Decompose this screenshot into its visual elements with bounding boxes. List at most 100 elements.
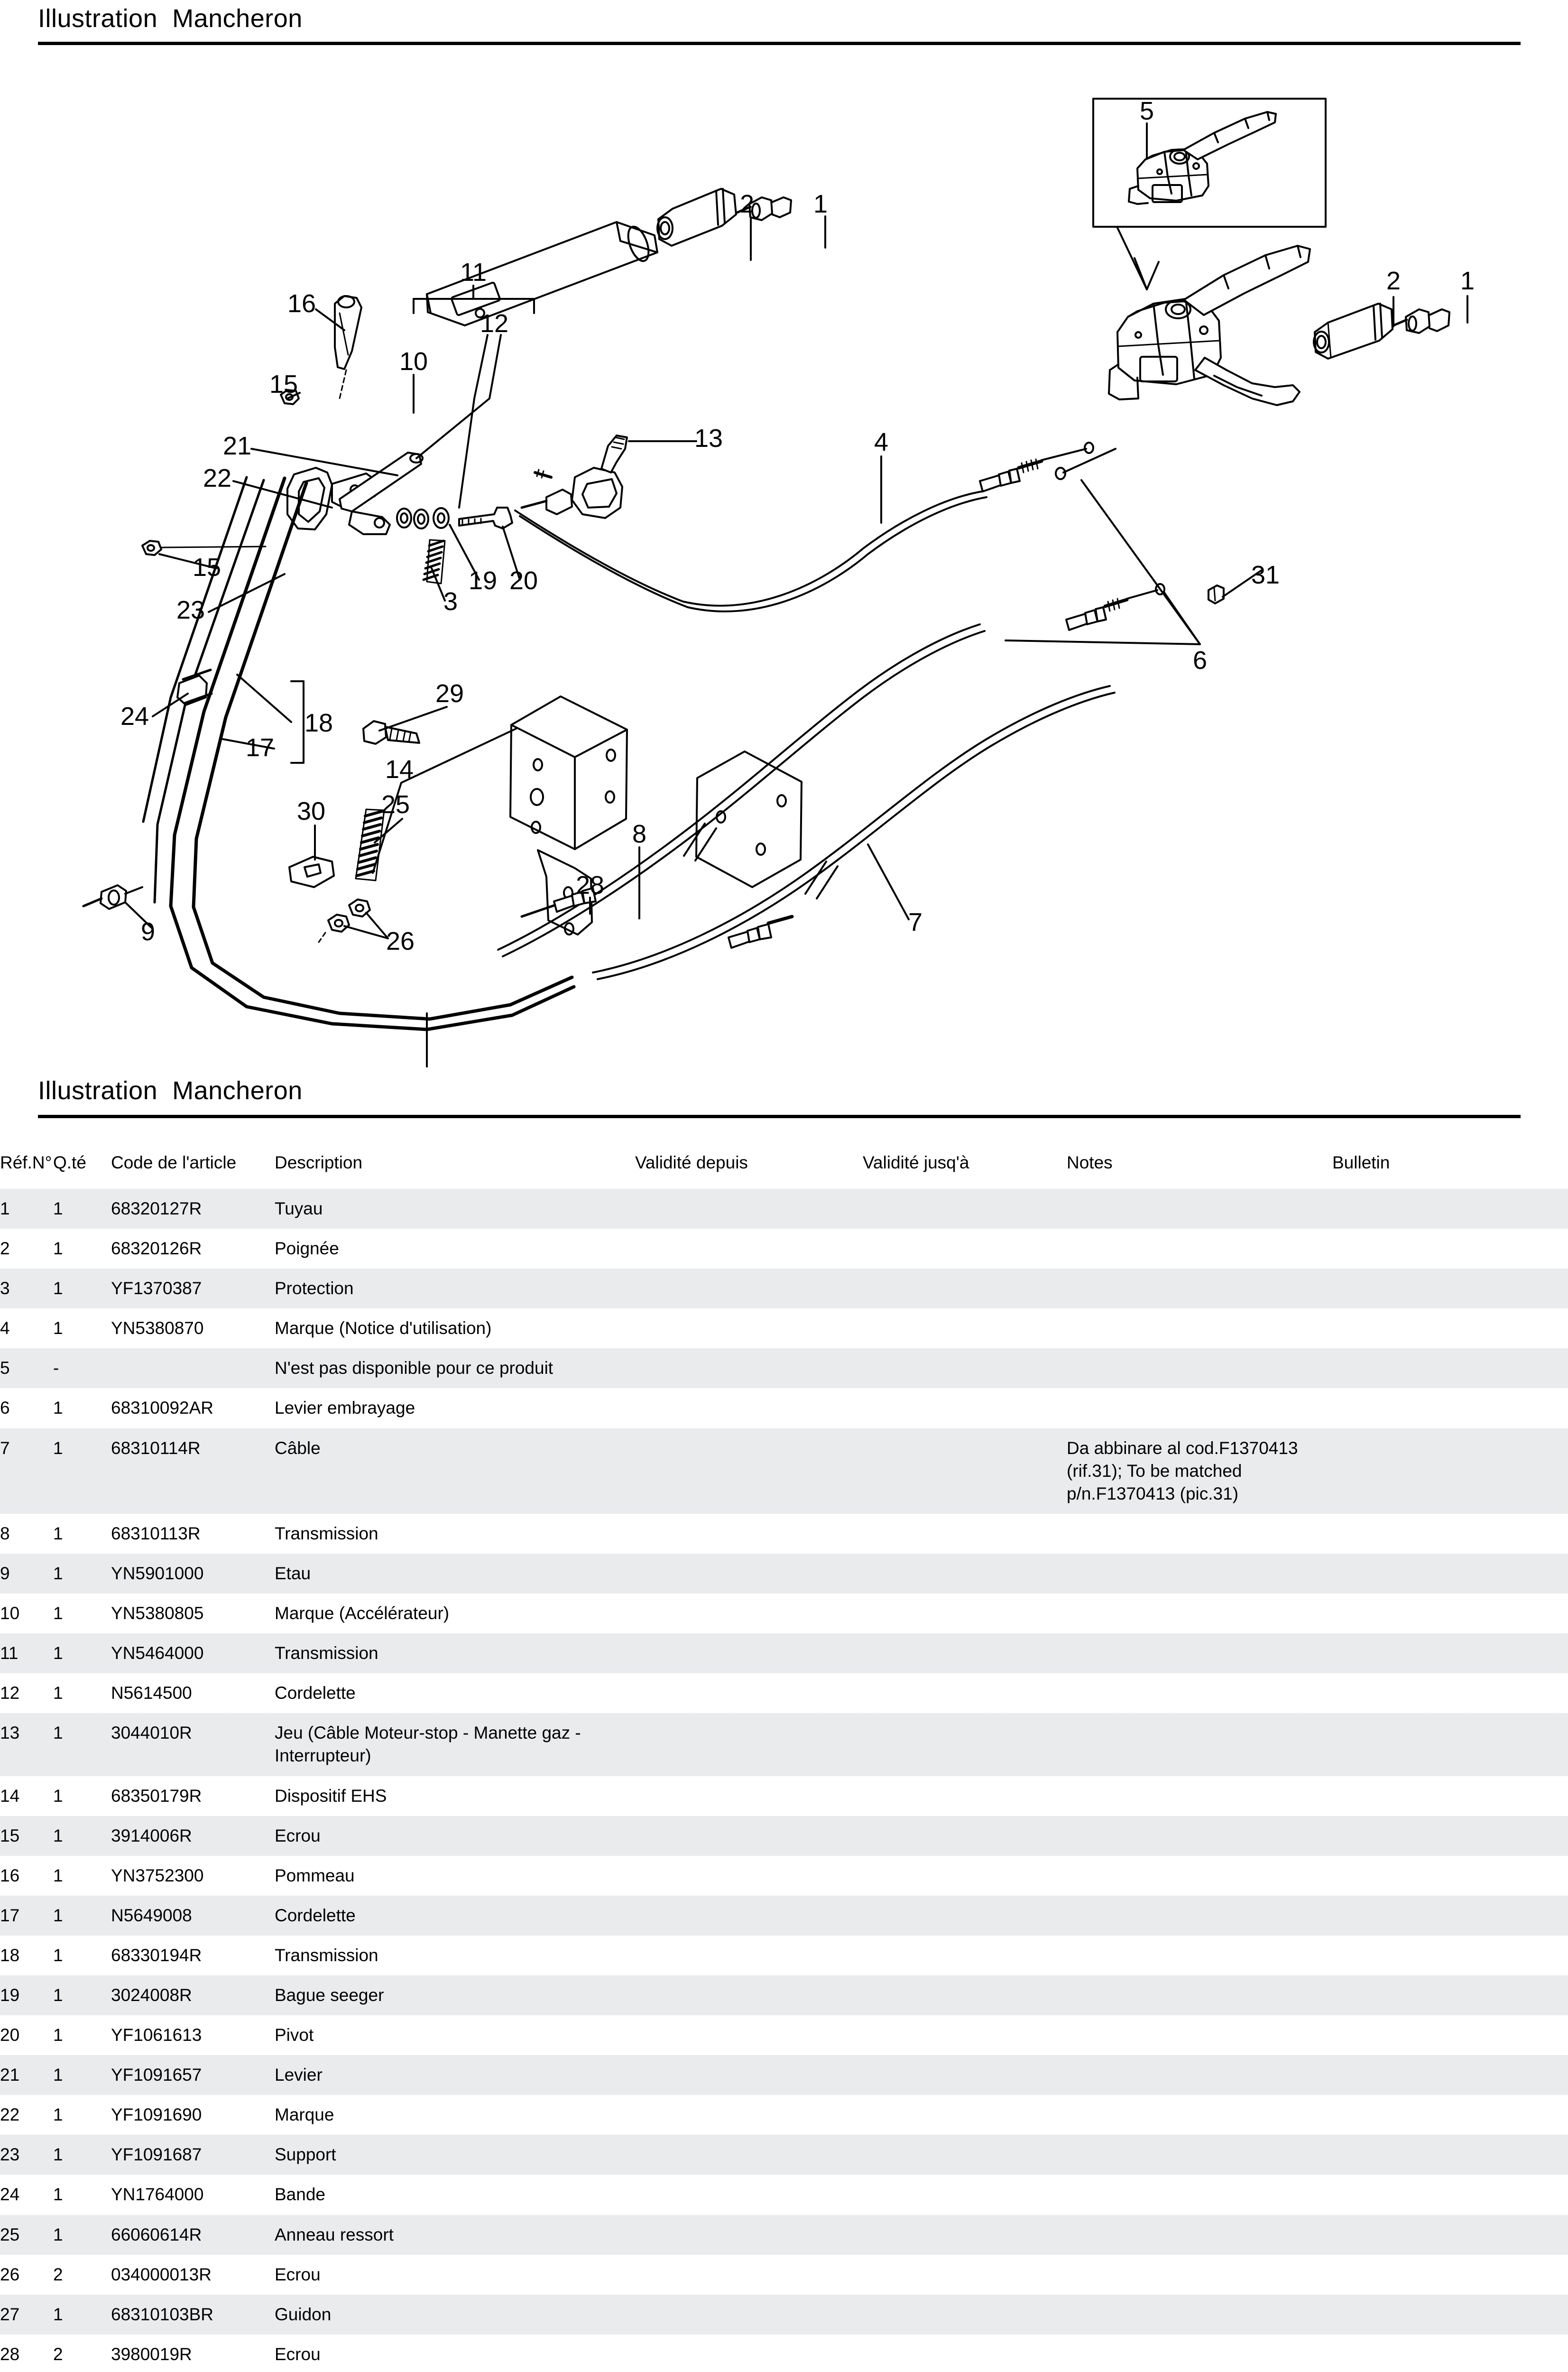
- cell-validity-from: [635, 2095, 863, 2135]
- cable-adjuster-a: [979, 442, 1094, 492]
- cell-bulletin: [1332, 1513, 1568, 1554]
- col-header-validity-to: Validité jusq'à: [863, 1153, 969, 1172]
- cell-validity-to: [863, 1308, 1067, 1349]
- cell-validity-to: [863, 1855, 1067, 1896]
- cell-description: Câble: [275, 1428, 635, 1514]
- cell-ref: 22: [0, 2095, 53, 2135]
- callout-23: 23: [176, 596, 205, 624]
- cell-validity-from: [635, 1633, 863, 1674]
- cell-notes: [1067, 2135, 1332, 2175]
- stop-part-31: [1208, 584, 1225, 604]
- table-row[interactable]: 25 1 66060614R Anneau ressort: [0, 2214, 1568, 2255]
- cell-notes: [1067, 1594, 1332, 1634]
- lever-clamp-assembly: [286, 452, 513, 584]
- callout-8: 8: [632, 820, 646, 848]
- table-row[interactable]: 11 1 YN5464000 Transmission: [0, 1633, 1568, 1674]
- table-row[interactable]: 26 2 034000013R Ecrou: [0, 2254, 1568, 2295]
- cell-description: Pivot: [275, 2015, 635, 2056]
- cell-description: Pommeau: [275, 1855, 635, 1896]
- cell-validity-from: [635, 1388, 863, 1428]
- cell-validity-to: [863, 2055, 1067, 2095]
- callout-12: 12: [480, 309, 508, 338]
- cell-description: Jeu (Câble Moteur-stop - Manette gaz - I…: [275, 1713, 635, 1776]
- table-row[interactable]: 8 1 68310113R Transmission: [0, 1513, 1568, 1554]
- table-row[interactable]: 5- N'est pas disponible pour ce produit: [0, 1348, 1568, 1389]
- cell-validity-to: [863, 2135, 1067, 2175]
- callout-18: 18: [304, 709, 333, 737]
- cell-quantity: 1: [53, 1269, 111, 1309]
- table-row[interactable]: 6 1 68310092AR Levier embrayage: [0, 1388, 1568, 1428]
- table-row[interactable]: 19 1 3024008R Bague seeger: [0, 1975, 1568, 2016]
- illustration-svg: 1 2 1 2 5 16 15 10 11 12 13 21 22 15 23 …: [82, 97, 1475, 1067]
- table-row[interactable]: 20 1 YF1061613 Pivot: [0, 2015, 1568, 2056]
- cell-bulletin: [1332, 1594, 1568, 1634]
- cell-bulletin: [1332, 2214, 1568, 2255]
- cell-description: Levier: [275, 2055, 635, 2095]
- table-row[interactable]: 4 1 YN5380870 Marque (Notice d'utilisation): [0, 1308, 1568, 1349]
- table-row[interactable]: 3 1 YF1370387 Protection: [0, 1269, 1568, 1309]
- table-row[interactable]: 21 1 YF1091657 Levier: [0, 2055, 1568, 2095]
- cell-quantity: 1: [53, 1816, 111, 1856]
- cell-quantity: 1: [53, 1229, 111, 1269]
- cell-ref: 15: [0, 1816, 53, 1856]
- cell-ref: 12: [0, 1673, 53, 1714]
- cell-notes: [1067, 1269, 1332, 1309]
- cell-article-code: YN5380805: [111, 1594, 275, 1634]
- table-row[interactable]: 23 1 YF1091687 Support: [0, 2135, 1568, 2175]
- cable-routing: [497, 442, 1165, 980]
- parts-table-body: 1 1 68320127R Tuyau 2 1 68320126R Poignée 3 1 YF13…: [0, 1189, 1568, 2372]
- cell-article-code: 66060614R: [111, 2214, 275, 2255]
- cell-validity-to: [863, 1229, 1067, 1269]
- cell-description: Poignée: [275, 1229, 635, 1269]
- table-row[interactable]: 9 1 YN5901000 Etau: [0, 1553, 1568, 1594]
- cell-notes: [1067, 1855, 1332, 1896]
- cell-notes: [1067, 2214, 1332, 2255]
- callout-26: 26: [386, 927, 415, 955]
- table-row[interactable]: 28 2 3980019R Ecrou: [0, 2334, 1568, 2372]
- cell-quantity: 1: [53, 1594, 111, 1634]
- cell-notes: [1067, 1388, 1332, 1428]
- cell-ref: 13: [0, 1713, 53, 1776]
- cell-quantity: 1: [53, 2015, 111, 2056]
- table-row[interactable]: 15 1 3914006R Ecrou: [0, 1816, 1568, 1856]
- callout-9: 9: [141, 917, 155, 946]
- cell-bulletin: [1332, 1388, 1568, 1428]
- table-row[interactable]: 12 1 N5614500 Cordelette: [0, 1673, 1568, 1714]
- cell-quantity: 1: [53, 1189, 111, 1229]
- cell-notes: [1067, 1713, 1332, 1776]
- table-row[interactable]: 18 1 68330194R Transmission: [0, 1935, 1568, 1975]
- table-row[interactable]: 22 1 YF1091690 Marque: [0, 2095, 1568, 2135]
- table-row[interactable]: 27 1 68310103BR Guidon: [0, 2294, 1568, 2335]
- cell-bulletin: [1332, 1269, 1568, 1309]
- cell-ref: 1: [0, 1189, 53, 1229]
- page-title-bottom: Illustration Mancheron: [38, 1076, 303, 1105]
- cell-ref: 9: [0, 1553, 53, 1594]
- cell-notes: [1067, 2095, 1332, 2135]
- table-row[interactable]: 10 1 YN5380805 Marque (Accélérateur): [0, 1594, 1568, 1634]
- table-row[interactable]: 13 1 3044010R Jeu (Câble Moteur-stop - Mane…: [0, 1713, 1568, 1776]
- cell-validity-from: [635, 2294, 863, 2335]
- table-row[interactable]: 7 1 68310114R Câble Da abbinare al cod.F1370…: [0, 1428, 1568, 1514]
- callout-13: 13: [694, 424, 723, 453]
- title-rule-bottom: [38, 1115, 1521, 1118]
- cell-notes: [1067, 1308, 1332, 1349]
- cell-ref: 2: [0, 1229, 53, 1269]
- table-row[interactable]: 14 1 68350179R Dispositif EHS: [0, 1776, 1568, 1816]
- cable-adjuster-d: [520, 887, 597, 918]
- table-row[interactable]: 24 1 YN1764000 Bande: [0, 2175, 1568, 2215]
- cell-article-code: 68320127R: [111, 1189, 275, 1229]
- cell-article-code: 68310103BR: [111, 2294, 275, 2335]
- table-row[interactable]: 17 1 N5649008 Cordelette: [0, 1895, 1568, 1936]
- table-row[interactable]: 2 1 68320126R Poignée: [0, 1229, 1568, 1269]
- cell-description: Tuyau: [275, 1189, 635, 1229]
- cell-description: Support: [275, 2135, 635, 2175]
- cell-validity-to: [863, 1269, 1067, 1309]
- cell-description: Bande: [275, 2175, 635, 2215]
- cell-quantity: 1: [53, 1673, 111, 1714]
- table-row[interactable]: 16 1 YN3752300 Pommeau: [0, 1855, 1568, 1896]
- cell-validity-from: [635, 1776, 863, 1816]
- cell-validity-from: [635, 1673, 863, 1714]
- cell-ref: 25: [0, 2214, 53, 2255]
- cell-description: Transmission: [275, 1513, 635, 1554]
- table-row[interactable]: 1 1 68320127R Tuyau: [0, 1189, 1568, 1229]
